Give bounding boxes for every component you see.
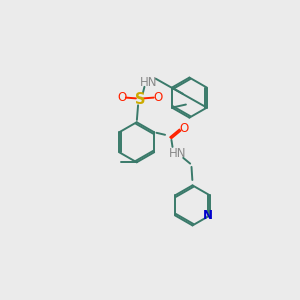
Text: HN: HN [140,76,158,89]
Text: HN: HN [169,147,186,160]
Text: O: O [153,91,162,104]
Text: O: O [180,122,189,135]
Text: S: S [135,92,145,106]
Text: O: O [117,91,127,104]
Text: N: N [202,209,213,222]
